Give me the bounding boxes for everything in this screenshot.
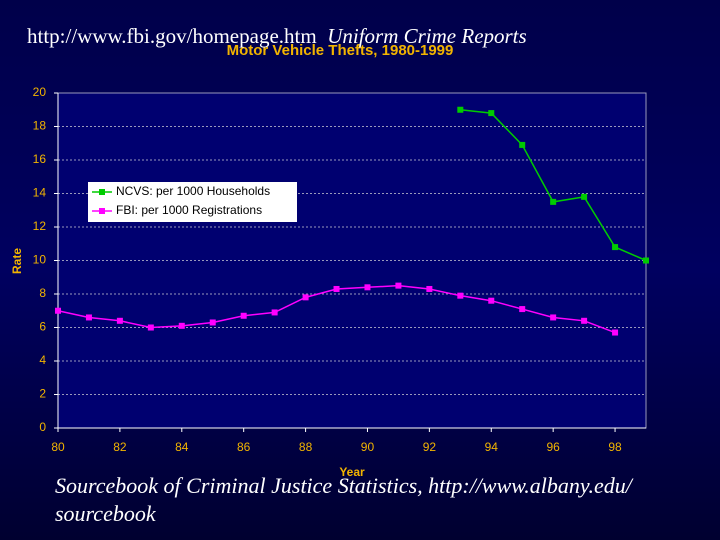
data-point <box>581 193 588 200</box>
x-tick-label: 86 <box>237 440 251 454</box>
data-point <box>55 307 61 314</box>
legend-box <box>88 182 297 222</box>
data-point <box>116 317 123 324</box>
y-tick-label: 2 <box>39 387 46 401</box>
data-point <box>581 317 588 324</box>
legend-label: NCVS: per 1000 Households <box>116 184 270 198</box>
data-point <box>426 285 433 292</box>
legend-label: FBI: per 1000 Registrations <box>116 203 262 217</box>
y-tick-label: 6 <box>39 320 46 334</box>
header-source: Uniform Crime Reports <box>327 24 527 48</box>
data-point <box>271 309 278 316</box>
footer: Sourcebook of Criminal Justice Statistic… <box>55 473 632 526</box>
data-point <box>519 141 526 148</box>
data-point <box>147 324 154 331</box>
data-point <box>519 306 526 313</box>
y-tick-label: 12 <box>33 219 47 233</box>
y-tick-label: 18 <box>33 119 47 133</box>
data-point <box>333 285 340 292</box>
x-tick-label: 94 <box>485 440 499 454</box>
y-tick-label: 0 <box>39 420 46 434</box>
data-point <box>364 284 371 291</box>
y-tick-label: 16 <box>33 152 47 166</box>
data-point <box>457 292 464 299</box>
legend-marker <box>99 189 105 195</box>
x-tick-label: 98 <box>608 440 622 454</box>
legend-marker <box>99 208 105 214</box>
chart-title: Motor Vehicle Thefts, 1980-1999 <box>227 42 454 59</box>
x-tick-label: 96 <box>546 440 560 454</box>
header: http://www.fbi.gov/homepage.htm Uniform … <box>27 24 527 49</box>
x-axis-label: Year <box>339 465 365 479</box>
data-point <box>395 282 402 289</box>
data-point <box>488 110 495 117</box>
y-tick-label: 4 <box>39 353 46 367</box>
data-point <box>643 257 649 264</box>
data-point <box>178 322 185 329</box>
data-point <box>550 314 557 321</box>
x-tick-label: 80 <box>51 440 65 454</box>
y-tick-label: 10 <box>33 253 47 267</box>
data-point <box>488 297 495 304</box>
data-point <box>457 106 464 113</box>
header-url: http://www.fbi.gov/homepage.htm <box>27 24 317 48</box>
x-tick-label: 92 <box>423 440 437 454</box>
data-point <box>85 314 92 321</box>
y-axis-label: Rate <box>10 248 24 274</box>
x-tick-label: 84 <box>175 440 189 454</box>
data-point <box>302 294 309 301</box>
y-tick-label: 20 <box>33 85 47 99</box>
y-tick-label: 8 <box>39 286 46 300</box>
data-point <box>550 198 557 205</box>
x-tick-label: 90 <box>361 440 375 454</box>
data-point <box>612 244 619 251</box>
y-tick-label: 14 <box>33 186 47 200</box>
x-tick-label: 82 <box>113 440 127 454</box>
data-point <box>612 329 619 336</box>
data-point <box>209 319 216 326</box>
data-point <box>240 312 247 319</box>
x-tick-label: 88 <box>299 440 313 454</box>
